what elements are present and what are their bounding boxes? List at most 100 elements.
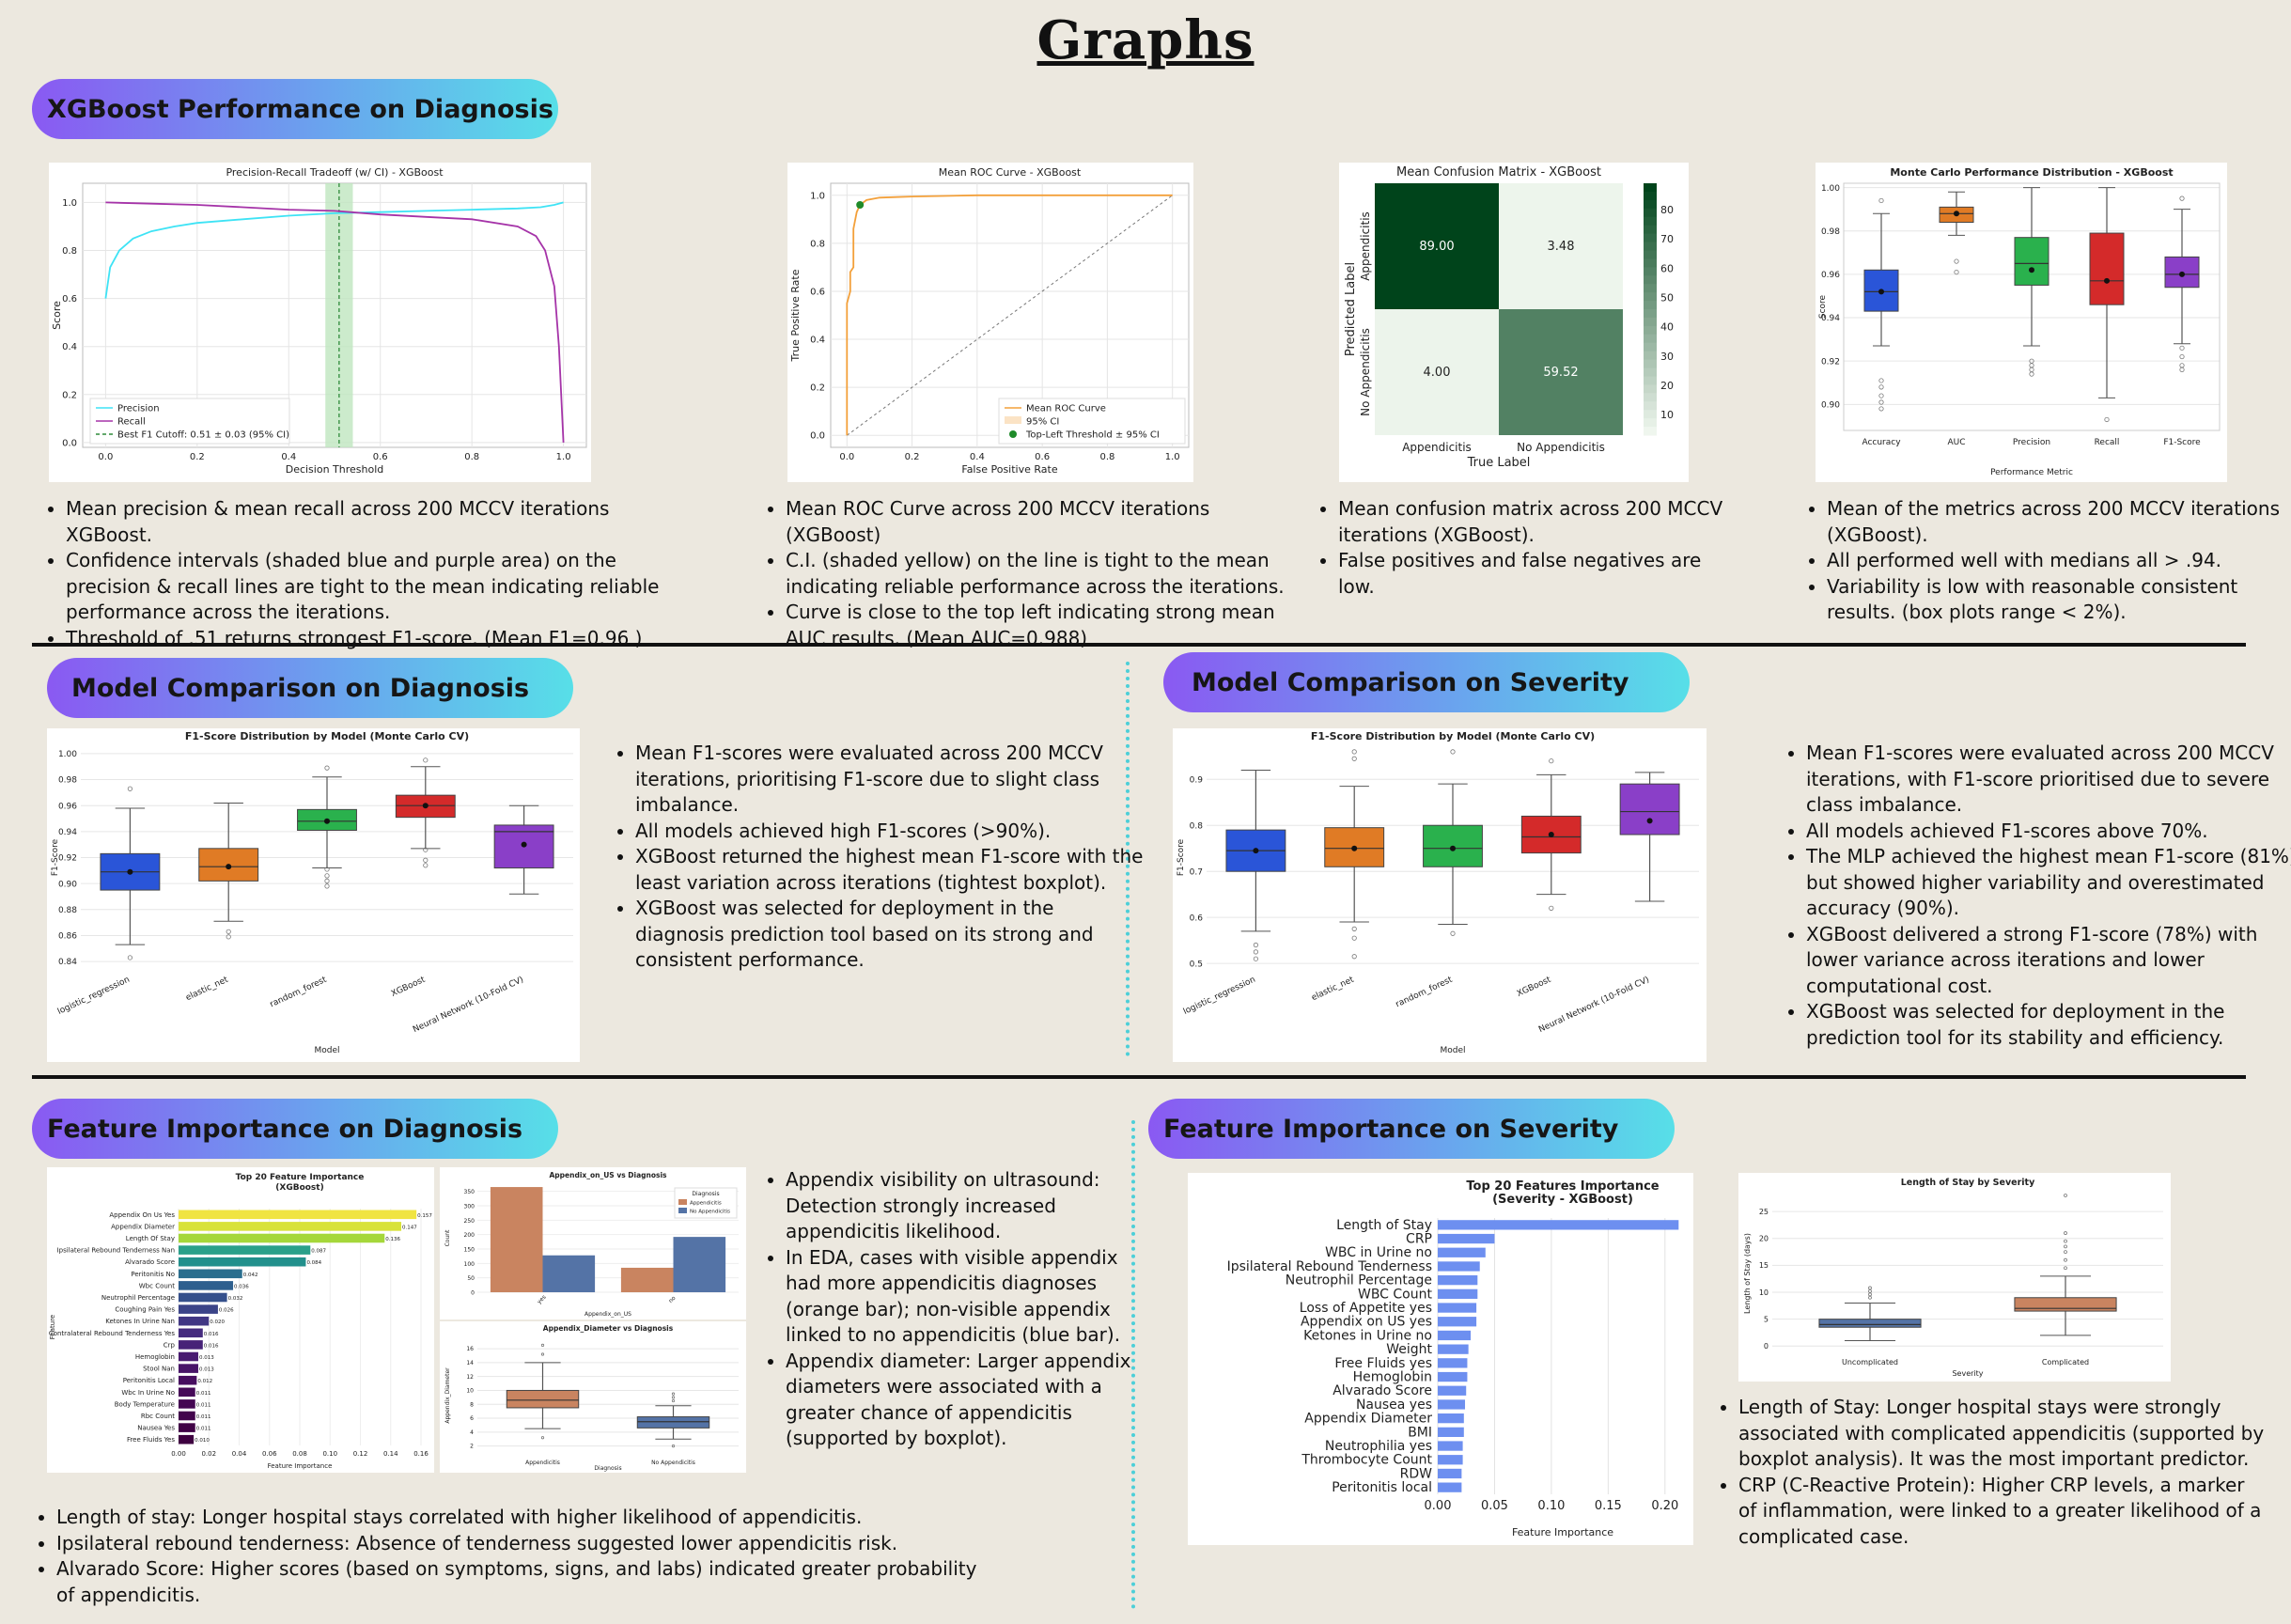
bar-value-label: 0.136 xyxy=(385,1237,400,1242)
x-tick-label: yes xyxy=(536,1294,547,1305)
bar xyxy=(179,1399,195,1409)
box-outlier xyxy=(1868,1295,1872,1300)
y-axis-label: Length of Stay (days) xyxy=(1743,1233,1752,1314)
bar xyxy=(1438,1247,1486,1257)
list-item: XGBoost was selected for deployment in t… xyxy=(635,896,1147,974)
x-tick-label: XGBoost xyxy=(390,975,428,999)
section-header-model-severity: Model Comparison on Severity xyxy=(1163,652,1690,712)
bar-value-label: 0.147 xyxy=(402,1225,417,1230)
box-mean-marker xyxy=(1646,818,1653,824)
x-tick-label: Recall xyxy=(2095,438,2120,447)
model-diagnosis-bullet-list: Mean F1-scores were evaluated across 200… xyxy=(611,741,1147,974)
bar xyxy=(1438,1261,1480,1272)
box-outlier xyxy=(540,1343,545,1347)
colorbar-segment xyxy=(1644,216,1657,226)
series-line xyxy=(105,201,565,443)
colorbar-segment xyxy=(1644,267,1657,276)
y-tick-label: 0.8 xyxy=(810,239,825,249)
bar xyxy=(1438,1468,1462,1479)
model-comparison-severity-chart: 0.5 0.6 0.7 0.8 0.9 logistic_regression elasti… xyxy=(1173,728,1707,1062)
bar xyxy=(1438,1413,1464,1424)
y-tick-label: 8 xyxy=(470,1401,474,1408)
x-tick-label: 0.00 xyxy=(171,1450,186,1458)
threshold-marker xyxy=(856,200,865,209)
box-outlier xyxy=(226,929,231,934)
list-item: All performed well with medians all > .9… xyxy=(1827,548,2291,574)
chart-title: Top 20 Features Importance xyxy=(1466,1179,1659,1194)
box-outlier xyxy=(127,786,133,791)
list-item: Mean ROC Curve across 200 MCCV iteration… xyxy=(786,496,1302,548)
box-outlier xyxy=(2029,371,2034,377)
y-tick-label: Wbc Count xyxy=(139,1282,175,1289)
bar xyxy=(179,1257,306,1267)
heatmap-cell xyxy=(1375,309,1499,435)
bar xyxy=(179,1351,198,1362)
bar xyxy=(179,1387,195,1398)
box-outlier xyxy=(1878,197,1884,204)
box-outlier xyxy=(226,934,231,940)
y-tick-label: Rbc Count xyxy=(141,1413,175,1420)
box-mean-marker xyxy=(324,818,330,824)
colorbar-segment xyxy=(1644,325,1657,336)
colorbar-segment xyxy=(1644,334,1657,344)
y-tick-label: RDW xyxy=(1400,1466,1433,1481)
bar-value-label: 0.036 xyxy=(234,1284,249,1289)
monte-carlo-boxplot-chart: 0.90 0.92 0.94 0.96 0.98 1.00 Accuracy AUC Preci… xyxy=(1816,163,2227,482)
y-tick-label: 16 xyxy=(466,1346,474,1352)
feature-severity-bullet-list: Length of Stay: Longer hospital stays we… xyxy=(1714,1395,2265,1550)
y-tick-label: 0.5 xyxy=(1190,960,1203,969)
bar xyxy=(1438,1427,1464,1437)
list-item: Variability is low with reasonable consi… xyxy=(1827,574,2291,626)
colorbar-segment xyxy=(1644,275,1657,285)
box-outlier xyxy=(2064,1231,2067,1235)
x-tick-label: random_forest xyxy=(269,975,329,1009)
y-tick-label: Weight xyxy=(1386,1342,1432,1357)
colorbar-segment xyxy=(1644,292,1657,302)
bar xyxy=(1438,1233,1495,1244)
mc-bullet-list: Mean of the metrics across 200 MCCV iter… xyxy=(1802,496,2291,626)
box-outlier xyxy=(1868,1286,1872,1290)
x-tick-label: 0.8 xyxy=(464,452,479,462)
y-axis-label: F1-Score xyxy=(1177,838,1186,876)
list-item: All models achieved F1-scores above 70%. xyxy=(1806,819,2291,845)
box-mean-marker xyxy=(422,803,429,809)
y-tick-label: Stool Nan xyxy=(143,1366,175,1373)
box-mean-marker xyxy=(1548,832,1554,838)
colorbar-segment xyxy=(1644,427,1657,436)
heatmap-cell xyxy=(1375,183,1499,309)
y-tick-label: No Appendicitis xyxy=(1359,328,1372,416)
y-tick-label: 50 xyxy=(467,1275,475,1282)
bar xyxy=(620,1267,674,1292)
colorbar-segment xyxy=(1644,317,1657,327)
colorbar-segment xyxy=(1644,384,1657,394)
box-outlier xyxy=(1878,384,1884,390)
box-outlier xyxy=(1450,930,1456,936)
box xyxy=(198,848,259,882)
section-header-feature-diagnosis: Feature Importance on Diagnosis xyxy=(32,1099,558,1159)
y-tick-label: Free Fluids yes xyxy=(1334,1356,1432,1371)
x-tick-label: 0.20 xyxy=(1651,1499,1678,1513)
bar xyxy=(179,1423,195,1432)
box-outlier xyxy=(2179,353,2185,360)
bar-value-label: 0.032 xyxy=(228,1296,243,1302)
x-tick-label: 0.6 xyxy=(1035,452,1050,462)
bar xyxy=(1438,1288,1478,1299)
list-item: Mean confusion matrix across 200 MCCV it… xyxy=(1338,496,1742,548)
box-outlier xyxy=(671,1444,676,1448)
box-outlier xyxy=(1954,269,1959,275)
list-item: Mean F1-scores were evaluated across 200… xyxy=(1806,741,2291,819)
y-tick-label: Alvarado Score xyxy=(125,1258,175,1266)
box-mean-marker xyxy=(521,841,527,848)
y-tick-label: 1.00 xyxy=(1821,184,1840,194)
box xyxy=(636,1416,710,1429)
box-outlier xyxy=(324,867,330,872)
list-item: The MLP achieved the highest mean F1-sco… xyxy=(1806,844,2291,922)
bar xyxy=(673,1237,726,1292)
y-tick-label: 0.92 xyxy=(1821,357,1840,367)
legend-label: 95% CI xyxy=(1026,417,1059,428)
box-outlier xyxy=(2064,1250,2067,1255)
heatmap-cell xyxy=(1499,309,1623,435)
chart-title: Mean ROC Curve - XGBoost xyxy=(939,166,1082,179)
cell-value-label: 3.48 xyxy=(1548,240,1575,254)
y-tick-label: 0.88 xyxy=(58,906,77,915)
